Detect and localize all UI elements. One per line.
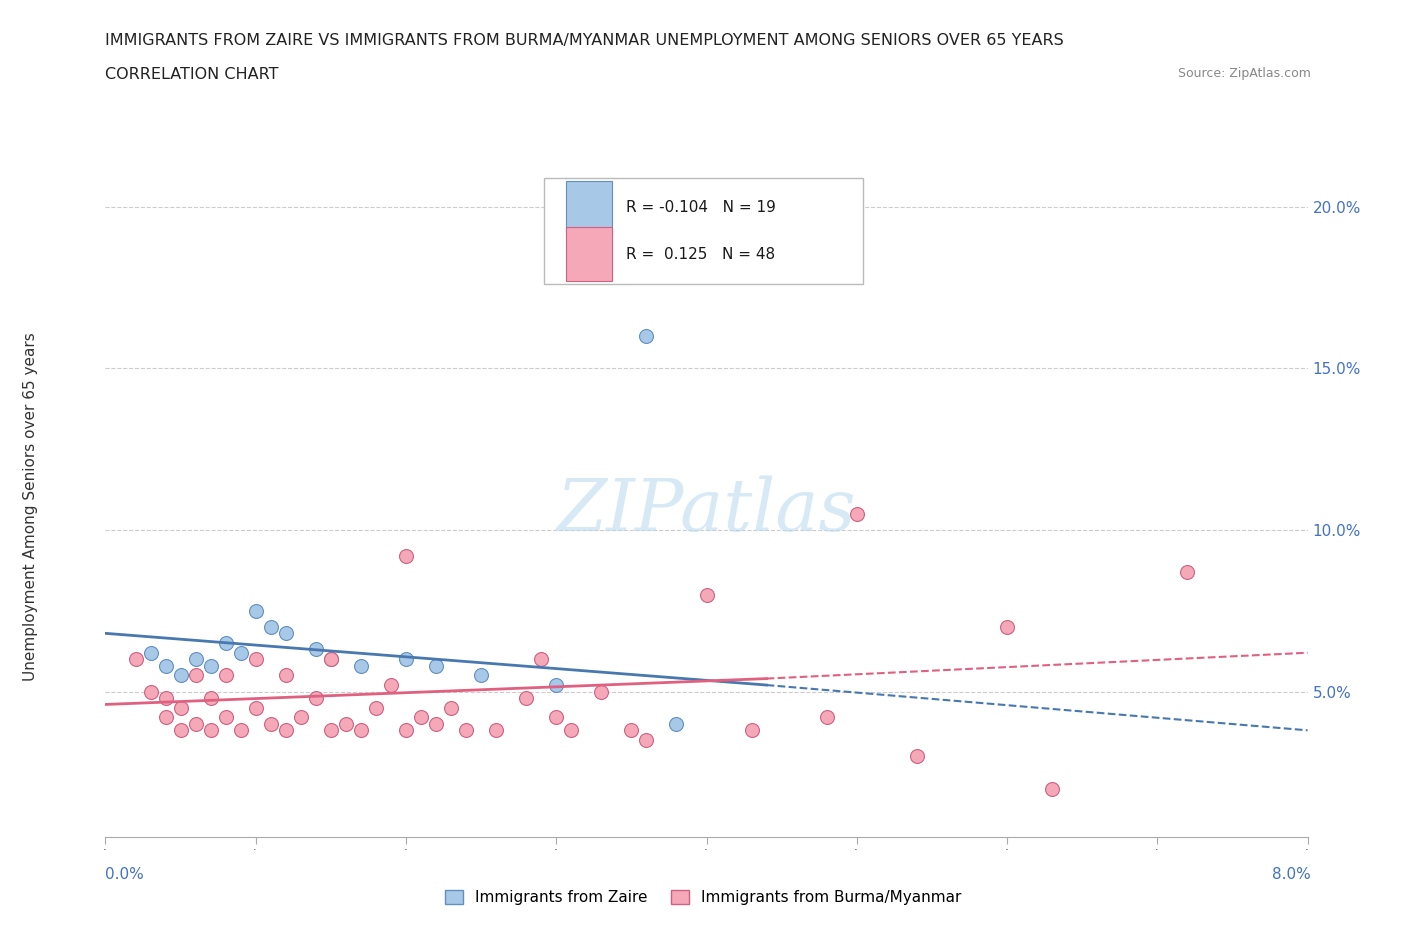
Point	[214, 668, 236, 683]
Point	[139, 645, 162, 660]
Point	[260, 716, 283, 731]
Text: R = -0.104   N = 19: R = -0.104 N = 19	[626, 201, 776, 216]
Point	[214, 635, 236, 650]
Point	[350, 723, 373, 737]
Point	[319, 723, 342, 737]
Text: CORRELATION CHART: CORRELATION CHART	[105, 67, 278, 82]
Point	[169, 723, 191, 737]
Text: ZIPatlas: ZIPatlas	[557, 476, 856, 547]
Point	[229, 723, 252, 737]
Point	[290, 710, 312, 724]
Point	[184, 716, 207, 731]
Point	[319, 652, 342, 667]
Point	[591, 684, 613, 699]
Point	[636, 733, 658, 748]
Point	[636, 328, 658, 343]
Point	[245, 604, 267, 618]
Point	[155, 658, 177, 673]
Point	[1040, 781, 1063, 796]
Point	[1175, 565, 1198, 579]
Point	[395, 549, 418, 564]
Point	[546, 678, 568, 693]
Point	[395, 723, 418, 737]
Point	[425, 658, 447, 673]
Point	[200, 658, 222, 673]
Text: 8.0%: 8.0%	[1271, 867, 1310, 882]
Point	[470, 668, 492, 683]
FancyBboxPatch shape	[565, 180, 612, 235]
Point	[425, 716, 447, 731]
Legend: Immigrants from Zaire, Immigrants from Burma/Myanmar: Immigrants from Zaire, Immigrants from B…	[439, 884, 967, 911]
Point	[995, 619, 1018, 634]
Point	[274, 668, 297, 683]
Text: IMMIGRANTS FROM ZAIRE VS IMMIGRANTS FROM BURMA/MYANMAR UNEMPLOYMENT AMONG SENIOR: IMMIGRANTS FROM ZAIRE VS IMMIGRANTS FROM…	[105, 33, 1064, 47]
Point	[335, 716, 357, 731]
Point	[305, 642, 328, 657]
FancyBboxPatch shape	[544, 179, 863, 284]
Point	[155, 710, 177, 724]
Point	[364, 700, 387, 715]
Point	[665, 716, 688, 731]
Point	[124, 652, 146, 667]
Point	[560, 723, 582, 737]
Point	[155, 691, 177, 706]
Point	[696, 587, 718, 602]
Text: R =  0.125   N = 48: R = 0.125 N = 48	[626, 246, 775, 261]
Point	[305, 691, 328, 706]
Point	[169, 668, 191, 683]
Point	[274, 723, 297, 737]
Point	[214, 710, 236, 724]
Point	[245, 652, 267, 667]
Point	[440, 700, 463, 715]
Point	[845, 506, 868, 521]
Point	[200, 691, 222, 706]
Point	[620, 723, 643, 737]
Point	[741, 723, 763, 737]
Point	[229, 645, 252, 660]
Point	[454, 723, 477, 737]
Text: Source: ZipAtlas.com: Source: ZipAtlas.com	[1177, 67, 1310, 80]
Point	[409, 710, 432, 724]
Point	[184, 668, 207, 683]
Point	[169, 700, 191, 715]
Point	[260, 619, 283, 634]
Point	[184, 652, 207, 667]
Text: Unemployment Among Seniors over 65 years: Unemployment Among Seniors over 65 years	[24, 333, 38, 681]
Text: 0.0%: 0.0%	[105, 867, 145, 882]
Point	[139, 684, 162, 699]
Point	[350, 658, 373, 673]
Point	[530, 652, 553, 667]
Point	[274, 626, 297, 641]
Point	[395, 652, 418, 667]
FancyBboxPatch shape	[565, 227, 612, 282]
Point	[905, 749, 928, 764]
Point	[485, 723, 508, 737]
Point	[245, 700, 267, 715]
Point	[319, 652, 342, 667]
Point	[515, 691, 537, 706]
Point	[200, 723, 222, 737]
Point	[546, 710, 568, 724]
Point	[380, 678, 402, 693]
Point	[815, 710, 838, 724]
